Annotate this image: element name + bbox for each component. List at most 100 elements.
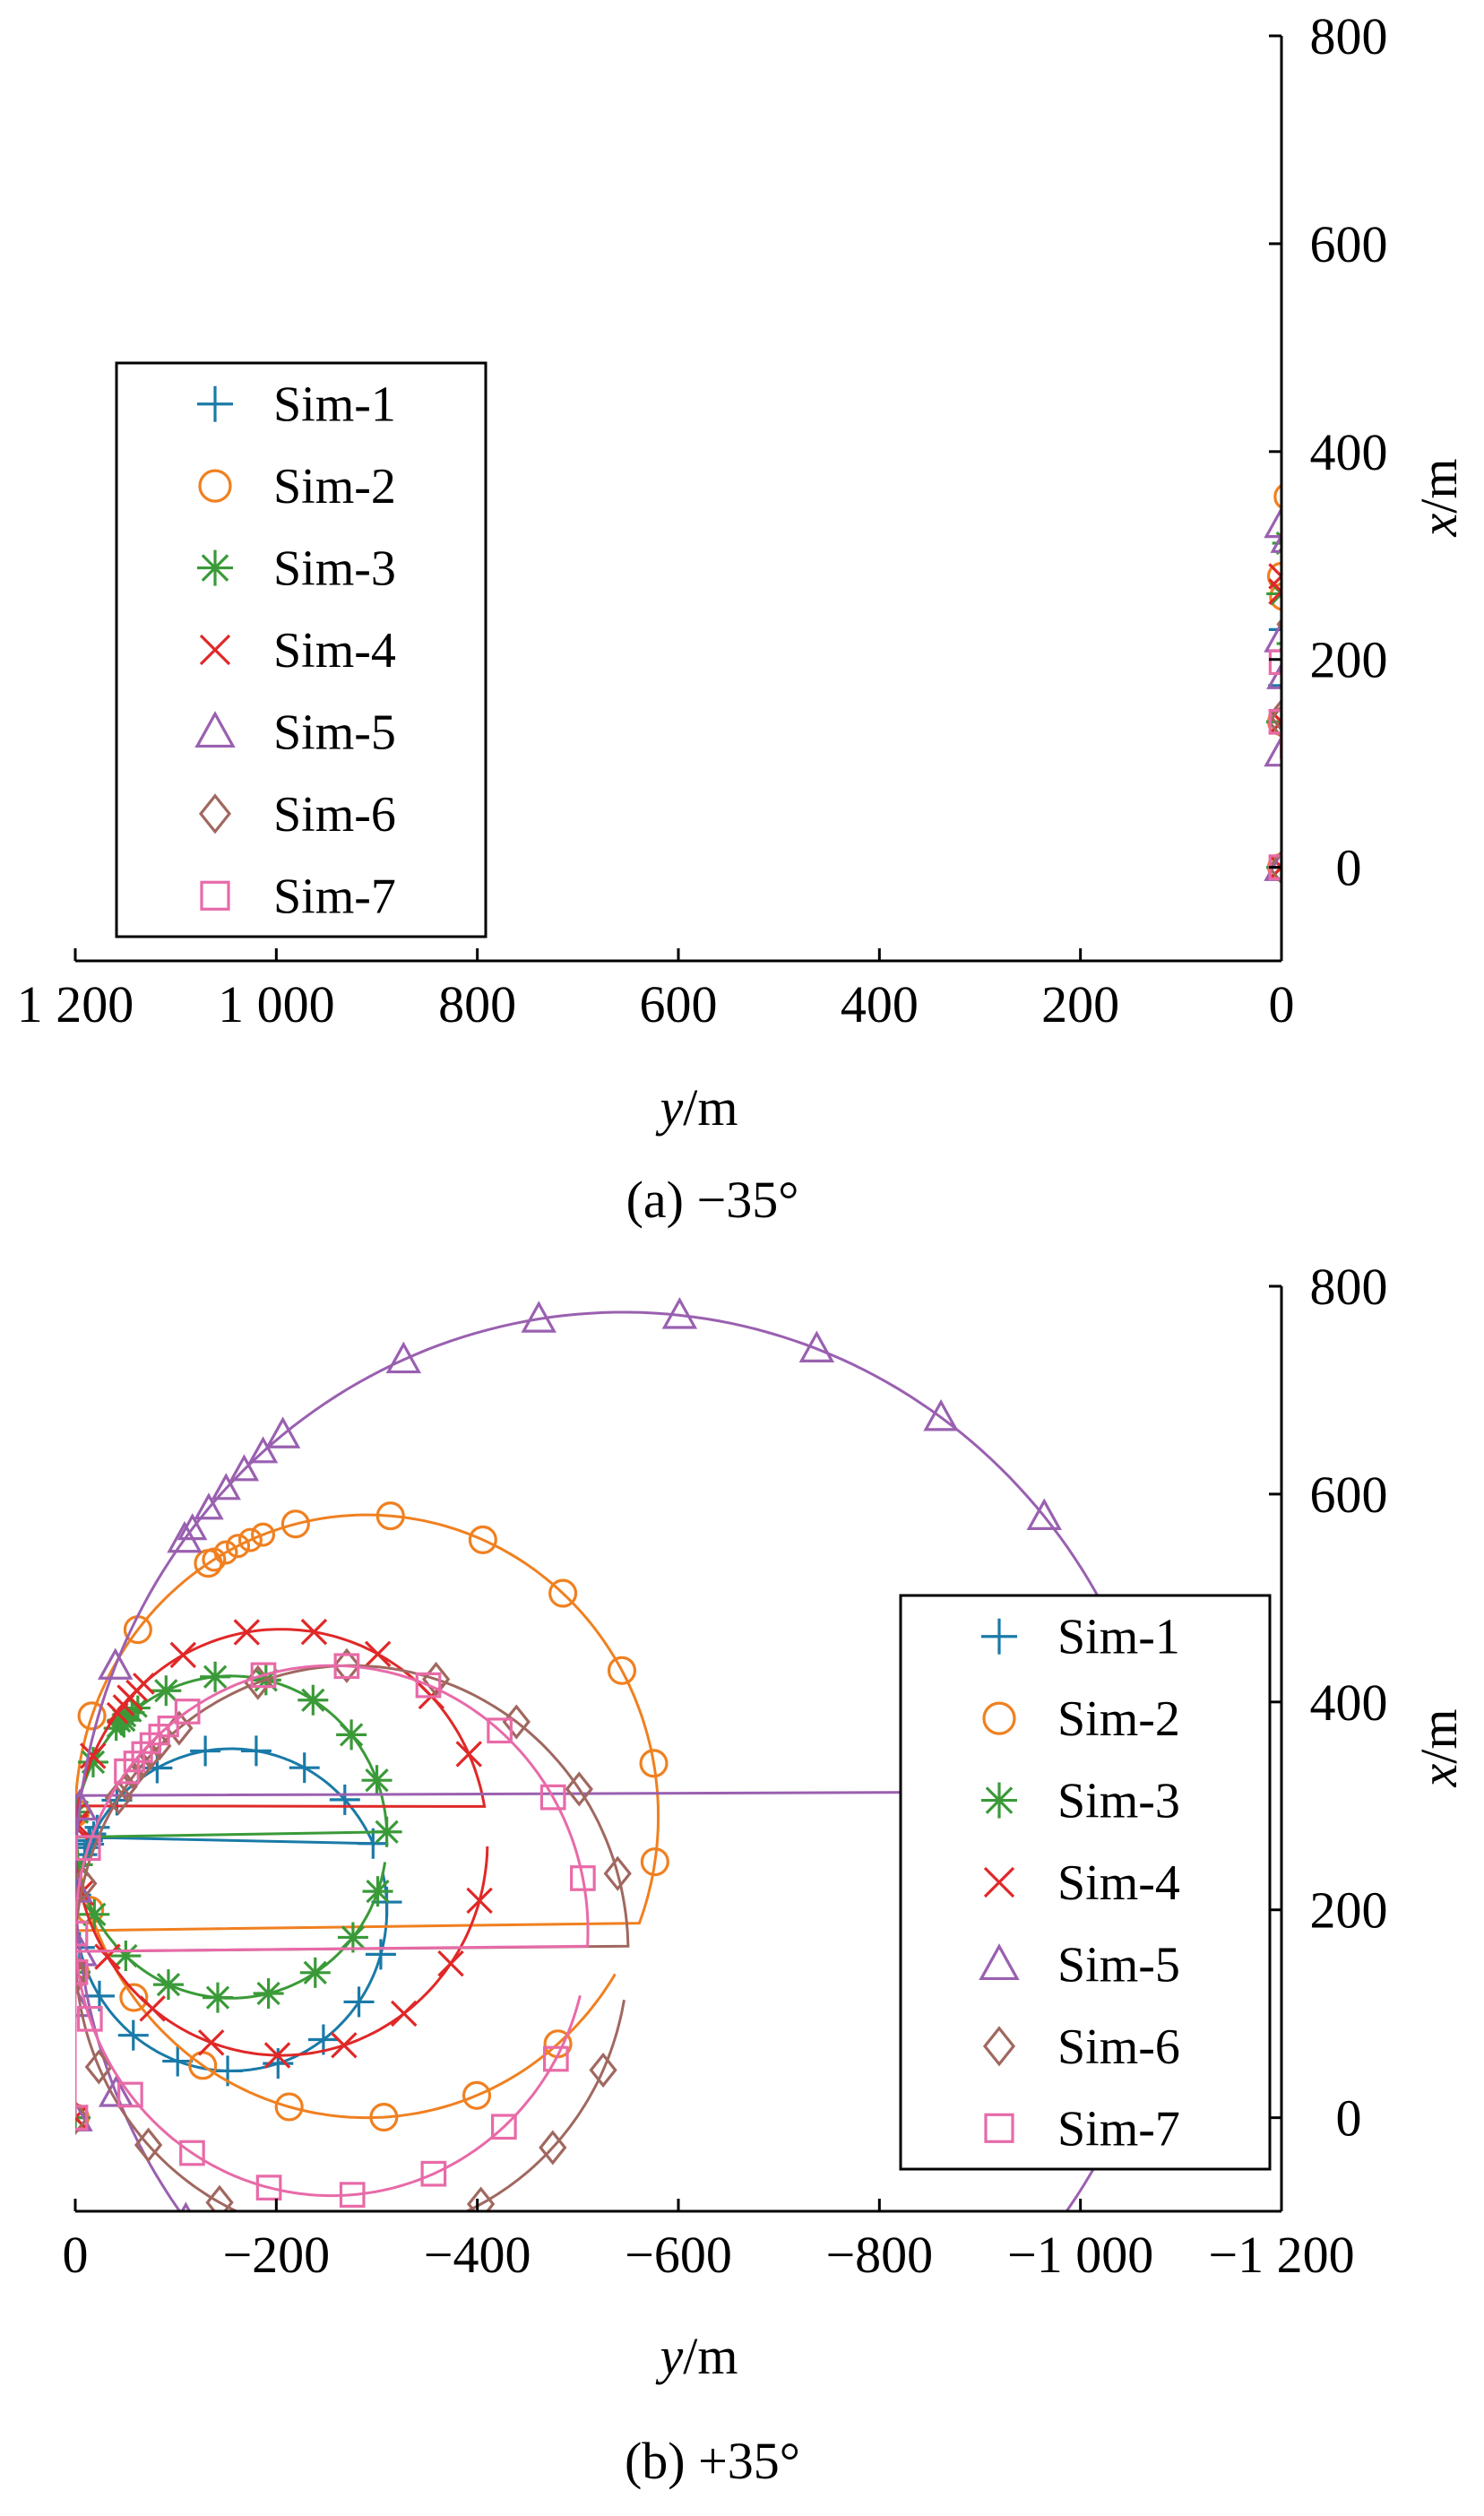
point-marker [298, 1684, 329, 1716]
point-marker [1449, 1014, 1480, 1042]
point-marker [75, 1835, 101, 1862]
series-sim-2 [1266, 263, 1482, 882]
point-marker [117, 2081, 143, 2108]
legend-marker [198, 793, 232, 834]
legend-marker [198, 469, 232, 503]
x-tick-label: −1 000 [1007, 2226, 1153, 2284]
point-marker [1268, 853, 1281, 881]
point-marker [1268, 578, 1281, 605]
point-marker [77, 1746, 108, 1777]
legend-box [115, 361, 487, 938]
point-marker [1266, 561, 1281, 592]
legend-label: Sim-4 [1057, 1855, 1180, 1911]
legend-item-sim-6: Sim-6 [982, 2019, 1180, 2075]
y-tick-label: 0 [1336, 2089, 1362, 2148]
point-marker [269, 2309, 299, 2337]
point-marker [1268, 708, 1281, 735]
legend-item-sim-4: Sim-4 [199, 623, 396, 679]
point-marker [75, 1984, 93, 2018]
cluster-marker [1340, 497, 1359, 522]
x-tick-label: −1 200 [1208, 2226, 1354, 2284]
point-marker [180, 2201, 192, 2211]
x-tick-label: 600 [640, 975, 718, 1033]
x-tick-label: 1 200 [17, 975, 134, 1033]
point-marker [1385, 724, 1416, 755]
legend-a: Sim-1 Sim-2 Sim-3 Sim-4 Sim-5 Sim-6 Sim-7 [115, 361, 487, 938]
legend-label: Sim-6 [1057, 2019, 1180, 2075]
cluster-marker [1421, 233, 1446, 255]
axes-b: 0 −200 −400 −600 −800 −1 000 −1 200 0 200 400 600 8… [63, 1258, 1388, 2284]
point-marker [1435, 726, 1465, 757]
x-tick-label: 800 [438, 975, 516, 1033]
legend-label: Sim-5 [1057, 1937, 1180, 1993]
cluster-marker [226, 1534, 251, 1559]
point-marker [1268, 649, 1281, 676]
trajectory-line [75, 1664, 630, 2211]
cluster-marker [1349, 487, 1368, 512]
point-marker [1454, 415, 1478, 445]
legend-label: Sim-2 [273, 459, 396, 514]
point-marker [343, 1986, 375, 2018]
point-marker [75, 1920, 89, 1947]
point-marker [94, 1943, 121, 1970]
point-marker [462, 2080, 492, 2110]
point-marker [179, 2140, 205, 2166]
point-marker [1456, 263, 1482, 289]
point-marker [362, 1876, 393, 1907]
point-marker [1264, 849, 1281, 881]
point-marker [928, 2323, 958, 2351]
series-sim-3 [75, 1661, 402, 2133]
point-marker [1431, 821, 1457, 847]
point-marker [151, 1675, 182, 1707]
point-marker [75, 1958, 89, 1985]
point-marker [570, 1865, 596, 1891]
legend-marker [979, 1943, 1020, 1981]
legend-marker [982, 2026, 1016, 2067]
legend-item-sim-1: Sim-1 [981, 1610, 1180, 1665]
legend-marker [981, 1782, 1017, 1819]
point-marker [139, 1995, 166, 2022]
legend-label: Sim-1 [1057, 1610, 1180, 1665]
point-marker [1290, 790, 1315, 820]
point-marker [1469, 811, 1484, 842]
cluster-marker [1374, 290, 1399, 312]
legend-item-sim-7: Sim-7 [200, 869, 396, 924]
point-marker [76, 2005, 103, 2032]
cluster-marker [1358, 478, 1377, 503]
cluster-marker [1324, 517, 1344, 542]
cluster-marker [1293, 558, 1318, 583]
legend-b: Sim-1 Sim-2 Sim-3 Sim-4 Sim-5 Sim-6 Sim-7 [899, 1594, 1272, 2171]
point-marker [1320, 517, 1350, 548]
point-marker [1280, 733, 1281, 759]
point-marker [1376, 870, 1400, 894]
x-tick-label: −600 [625, 2226, 732, 2284]
cluster-marker [247, 1436, 279, 1464]
point-marker [1268, 627, 1281, 632]
caption-b: (b) +35° [625, 2432, 800, 2490]
point-marker [548, 1578, 578, 1608]
y-tick-label: 800 [1310, 7, 1388, 65]
panel-b: 0 −200 −400 −600 −800 −1 000 −1 200 0 200 400 600 8… [63, 1258, 1469, 2490]
trajectory-line [75, 1747, 389, 2118]
point-marker [77, 1701, 107, 1731]
point-marker [1317, 768, 1348, 799]
point-marker [98, 1647, 134, 1680]
point-marker [134, 2127, 163, 2163]
point-marker [375, 1501, 405, 1531]
legend-marker [982, 1701, 1016, 1735]
y-tick-label: 200 [1310, 631, 1388, 689]
point-marker [1472, 478, 1484, 508]
point-marker [1264, 620, 1281, 653]
cluster-marker [211, 1473, 241, 1500]
point-marker [542, 2045, 569, 2072]
legend-marker [197, 549, 233, 586]
point-marker [174, 1699, 201, 1725]
y-tick-label: 400 [1310, 423, 1388, 481]
point-marker [75, 2099, 93, 2131]
point-marker [332, 1647, 361, 1683]
point-marker [1360, 913, 1391, 941]
legend-item-sim-2: Sim-2 [198, 459, 396, 514]
legend-marker [200, 880, 230, 911]
point-marker [1279, 646, 1281, 674]
point-marker [466, 1887, 493, 1915]
